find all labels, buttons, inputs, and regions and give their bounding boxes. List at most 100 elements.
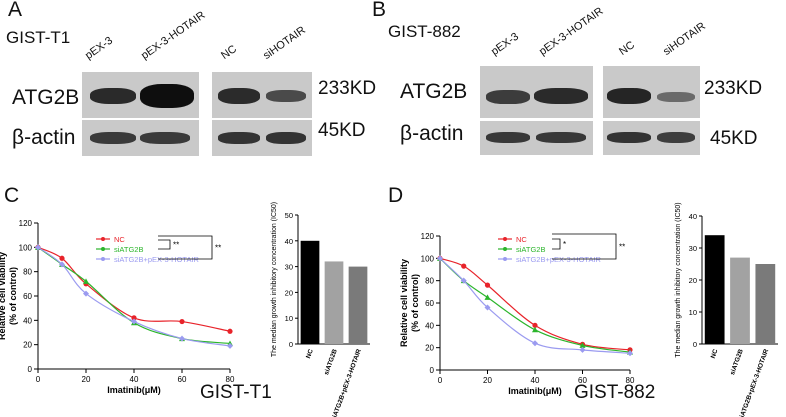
- data-point: [83, 278, 89, 284]
- data-point: [83, 290, 89, 297]
- y-tick-label: 120: [19, 219, 33, 228]
- cell-line-label-b: GIST-882: [388, 22, 461, 41]
- band: [607, 88, 651, 104]
- band: [218, 88, 260, 104]
- band: [140, 132, 190, 144]
- y-axis-label-line: (% of control): [410, 274, 420, 332]
- x-tick-label: 60: [178, 375, 187, 384]
- blot-atg2b-a-left: [82, 72, 199, 118]
- y-axis-label: Relative cell viability(% of control): [399, 259, 420, 347]
- blot-actin-b-right: [603, 121, 700, 155]
- x-tick-label: 60: [578, 376, 587, 385]
- band: [657, 92, 695, 102]
- significance-bracket: [552, 238, 561, 250]
- blot-actin-a-right: [212, 120, 312, 156]
- legend-marker: [101, 257, 105, 261]
- data-point: [227, 328, 233, 334]
- data-point: [179, 318, 185, 325]
- y-tick-label: 40: [689, 212, 697, 221]
- y-tick-label: 10: [689, 308, 697, 317]
- panel-letter-a: A: [8, 0, 23, 21]
- data-point: [437, 255, 443, 262]
- y-axis-label: The median growth inhibitory concentrati…: [675, 202, 682, 357]
- blot-atg2b-b-left: [480, 66, 593, 118]
- band: [90, 132, 136, 144]
- data-point: [484, 282, 491, 288]
- protein-label-actin-a: β-actin: [12, 126, 76, 149]
- band: [534, 88, 588, 104]
- data-point: [579, 342, 586, 348]
- legend-label: siATG2B: [114, 245, 143, 254]
- blot-actin-a-left: [82, 120, 199, 156]
- size-label-actin-b: 45KD: [710, 128, 758, 149]
- significance-label: **: [215, 244, 221, 253]
- band: [486, 90, 530, 104]
- legend-label: NC: [114, 235, 125, 244]
- y-tick-label: 0: [28, 365, 33, 374]
- legend-marker: [503, 237, 507, 241]
- panel-letter-d: D: [388, 184, 404, 207]
- x-axis-label: Imatinib(μM): [107, 385, 161, 395]
- x-tick-label: 20: [82, 375, 91, 384]
- cell-line-label-c: GIST-T1: [200, 382, 272, 403]
- data-point: [532, 322, 538, 328]
- significance-bracket: [158, 235, 213, 260]
- x-tick-label: siATG2B+pEX-3-HOTAIR: [738, 348, 771, 417]
- y-tick-label: 80: [425, 277, 434, 286]
- significance-label: *: [563, 240, 566, 249]
- y-axis-label: The median growth inhibitory concentrati…: [271, 202, 278, 357]
- data-point: [627, 350, 633, 357]
- y-tick-label: 40: [285, 237, 293, 246]
- data-point: [484, 304, 491, 311]
- bar: [704, 235, 725, 344]
- bar: [324, 261, 344, 344]
- data-point: [59, 261, 65, 268]
- data-point: [532, 340, 538, 347]
- y-tick-label: 0: [693, 340, 697, 349]
- protein-label-atg2b-a: ATG2B: [12, 86, 80, 109]
- data-point: [579, 346, 586, 353]
- legend-marker: [503, 247, 507, 251]
- x-tick-label: siATG2B: [729, 348, 745, 376]
- blot-atg2b-a-right: [212, 72, 312, 118]
- data-point: [131, 315, 137, 321]
- band: [266, 90, 306, 102]
- y-axis-label: Relative cell viability(% of control): [0, 252, 18, 340]
- legend-marker: [503, 257, 507, 261]
- x-tick-label: NC: [305, 348, 315, 360]
- y-tick-label: 20: [425, 344, 434, 353]
- y-tick-label: 10: [285, 314, 293, 323]
- x-tick-label: 80: [626, 376, 635, 385]
- line-chart-D: 0 20 40 60 80 100 120 0 20 40 60 80 Imatinib(μM) Rela…: [399, 232, 635, 396]
- x-tick-label: 40: [130, 375, 139, 384]
- y-tick-label: 30: [689, 244, 697, 253]
- x-tick-label: 0: [36, 375, 41, 384]
- y-axis-label-line: (% of control): [8, 267, 18, 325]
- data-point: [35, 244, 41, 251]
- y-tick-label: 100: [421, 254, 435, 263]
- y-axis-label-line: Relative cell viability: [399, 259, 409, 347]
- y-tick-label: 50: [285, 211, 293, 220]
- band: [266, 132, 306, 144]
- y-tick-label: 30: [285, 263, 293, 272]
- legend-label: siATG2B: [516, 245, 545, 254]
- data-point: [227, 342, 233, 349]
- y-tick-label: 40: [23, 316, 32, 325]
- x-tick-label: 0: [438, 376, 443, 385]
- band: [218, 132, 260, 144]
- cell-line-label-d: GIST-882: [574, 382, 656, 403]
- size-label-actin-a: 45KD: [318, 120, 366, 141]
- cell-line-label-a: GIST-T1: [6, 28, 71, 47]
- y-tick-label: 60: [23, 292, 32, 301]
- bar: [730, 257, 750, 344]
- blot-actin-b-left: [480, 121, 593, 155]
- bar: [300, 240, 320, 344]
- y-tick-label: 40: [425, 321, 434, 330]
- series-line: [439, 257, 631, 351]
- band: [607, 132, 651, 143]
- legend-label: siATG2B+pEX-3-HOTAIR: [114, 255, 200, 264]
- band: [657, 132, 695, 143]
